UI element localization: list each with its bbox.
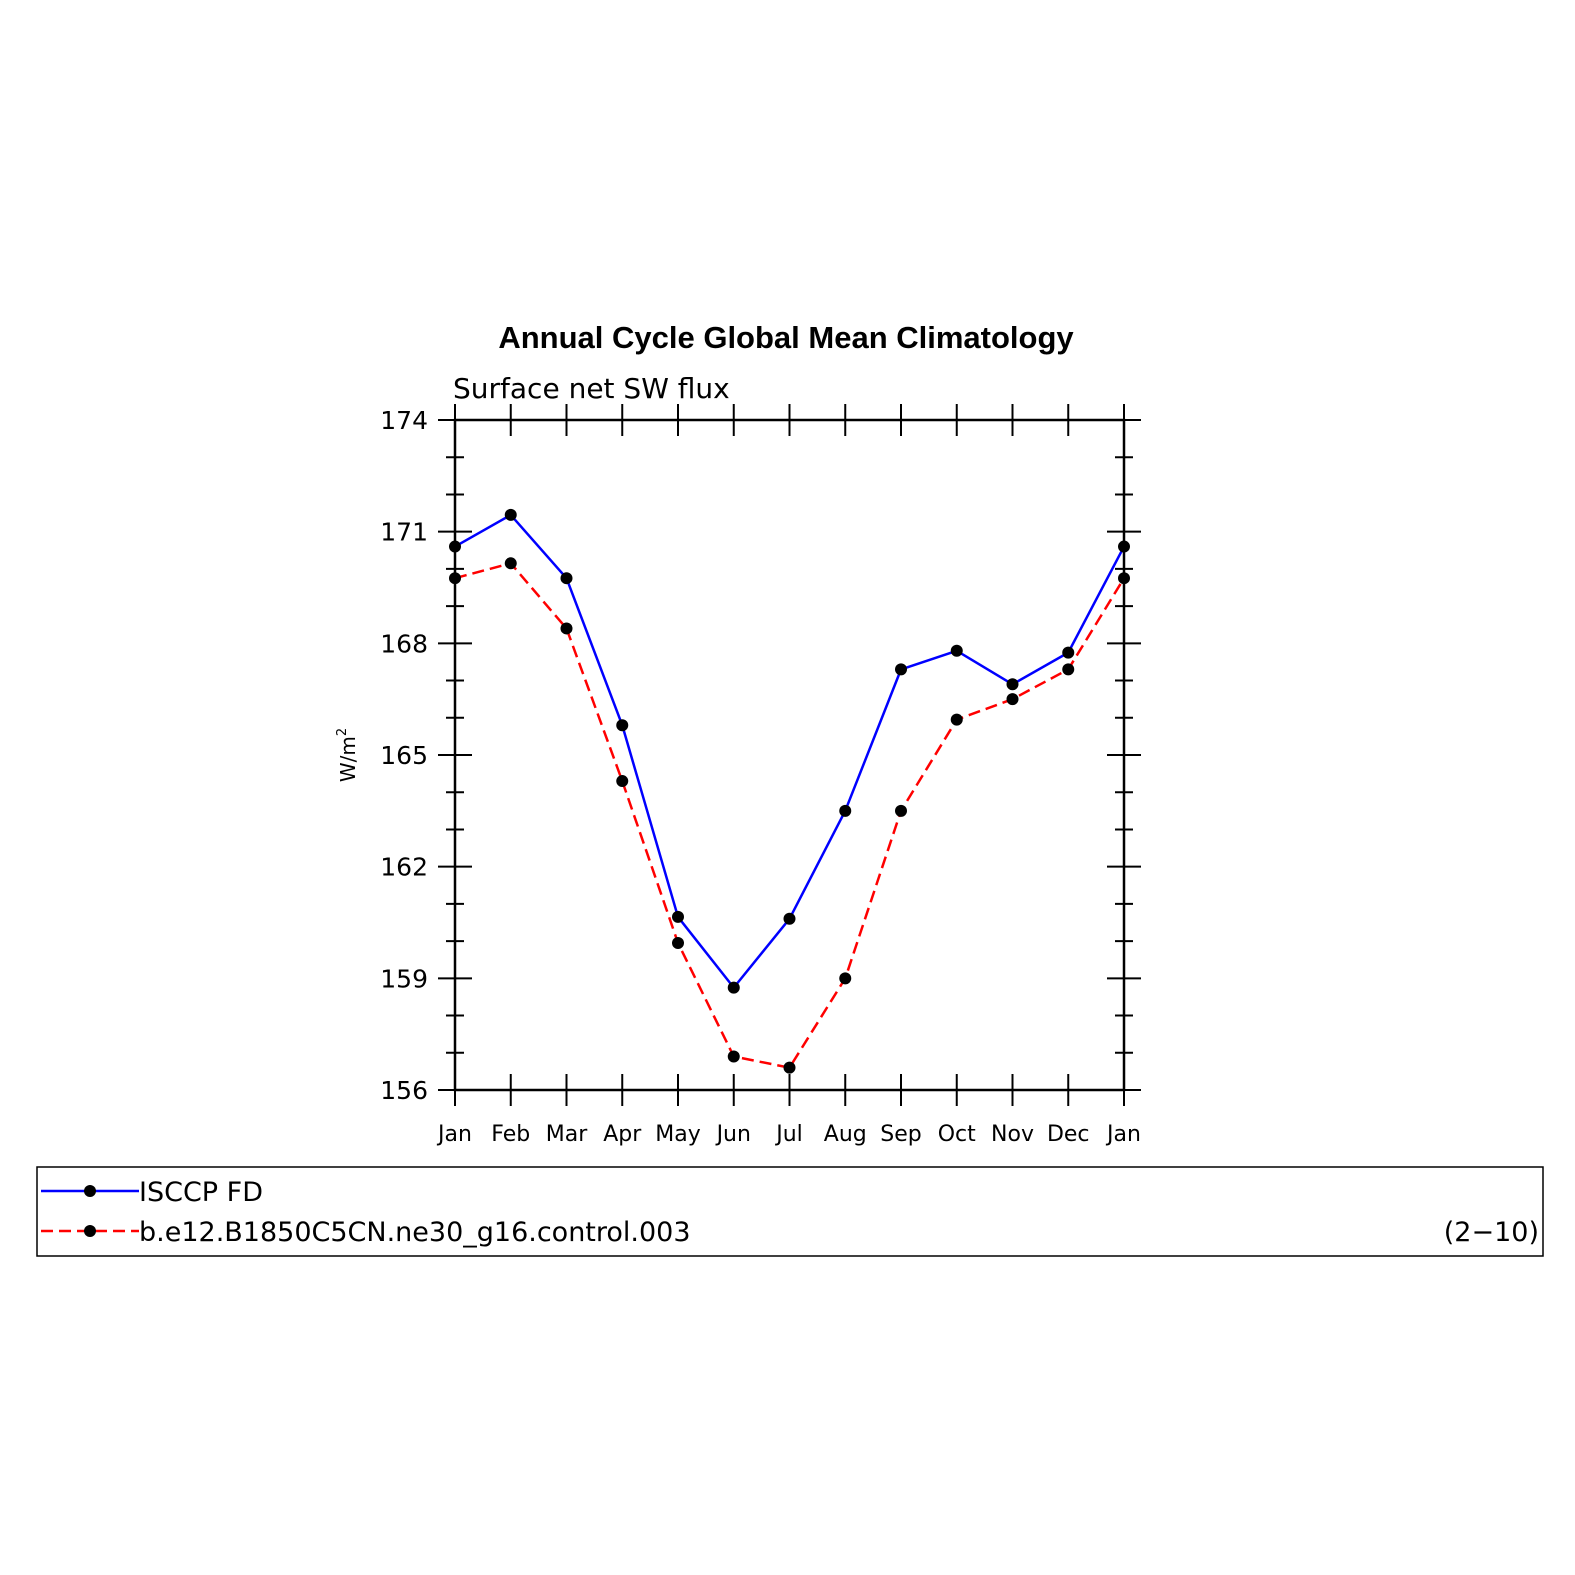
- legend-entry-model: b.e12.B1850C5CN.ne30_g16.control.003: [41, 1217, 691, 1248]
- series-line: [454, 562, 1126, 1069]
- x-tick-label: Jan: [436, 1122, 472, 1147]
- legend-note: (2−10): [1444, 1217, 1539, 1248]
- data-point: [783, 912, 796, 925]
- data-point: [1118, 540, 1130, 553]
- data-point: [616, 775, 629, 788]
- data-point: [560, 572, 573, 585]
- legend-marker-model: [84, 1225, 96, 1237]
- y-tick-label: 171: [380, 518, 428, 547]
- data-point: [560, 622, 573, 635]
- data-point: [672, 910, 684, 923]
- y-tick-label: 162: [380, 853, 428, 882]
- data-point: [1062, 646, 1075, 659]
- series-layer: [449, 508, 1130, 1074]
- data-point: [839, 804, 852, 817]
- data-point: [1062, 663, 1075, 676]
- y-tick-label: 159: [380, 964, 428, 993]
- y-tick-label: 156: [380, 1076, 428, 1105]
- x-tick-label: Nov: [991, 1122, 1034, 1147]
- x-tick-label: Feb: [491, 1122, 530, 1147]
- data-point: [504, 557, 517, 570]
- x-tick-label: Apr: [603, 1122, 642, 1147]
- legend-box: [36, 1166, 1544, 1257]
- series-0: [449, 508, 1130, 994]
- legend-entry-isccp: ISCCP FD: [41, 1177, 263, 1208]
- data-point: [839, 972, 852, 985]
- data-point: [449, 540, 461, 553]
- data-point: [895, 663, 907, 676]
- x-tick-label: Dec: [1047, 1122, 1090, 1147]
- data-point: [950, 713, 963, 726]
- x-tick-label: Jul: [774, 1122, 803, 1147]
- data-point: [950, 644, 963, 657]
- x-tick-label: Sep: [880, 1122, 921, 1147]
- y-axis-tick-labels: 156 159 162 165 168 171 174: [380, 406, 428, 1105]
- x-axis-tick-labels: Jan Feb Mar Apr May Jun Jul Aug Sep Oct Nov Dec Jan: [436, 1122, 1141, 1147]
- chart-title: Annual Cycle Global Mean Climatology: [498, 320, 1074, 355]
- y-axis-ticks: [438, 419, 1141, 1091]
- data-point: [783, 1061, 796, 1074]
- x-tick-label: Aug: [824, 1122, 867, 1147]
- data-point: [672, 936, 684, 949]
- data-point: [727, 1050, 740, 1063]
- y-tick-label: 165: [380, 741, 428, 770]
- data-point: [449, 572, 461, 585]
- data-point: [727, 981, 740, 994]
- y-tick-label: 168: [380, 629, 428, 658]
- x-tick-label: Mar: [546, 1122, 588, 1147]
- y-axis-label: W/m2: [335, 728, 360, 782]
- legend-label-isccp: ISCCP FD: [139, 1177, 263, 1208]
- x-tick-label: May: [655, 1122, 700, 1147]
- y-tick-label: 174: [380, 406, 428, 435]
- y-axis-label-exponent: 2: [335, 728, 350, 736]
- plot-frame: [453, 418, 1126, 1092]
- data-point: [616, 719, 629, 732]
- data-point: [1118, 572, 1130, 585]
- x-tick-label: Oct: [938, 1122, 976, 1147]
- x-tick-label: Jan: [1105, 1122, 1141, 1147]
- x-tick-label: Jun: [715, 1122, 751, 1147]
- data-point: [504, 508, 517, 521]
- legend-marker-isccp: [84, 1185, 96, 1197]
- chart-subtitle: Surface net SW flux: [453, 372, 730, 405]
- data-point: [1006, 693, 1019, 706]
- x-axis-ticks: [454, 404, 1125, 1106]
- y-axis-label-unit: W/m: [336, 736, 360, 782]
- series-1: [449, 557, 1130, 1074]
- legend-label-model: b.e12.B1850C5CN.ne30_g16.control.003: [139, 1217, 691, 1248]
- data-point: [1006, 678, 1019, 691]
- data-point: [895, 804, 907, 817]
